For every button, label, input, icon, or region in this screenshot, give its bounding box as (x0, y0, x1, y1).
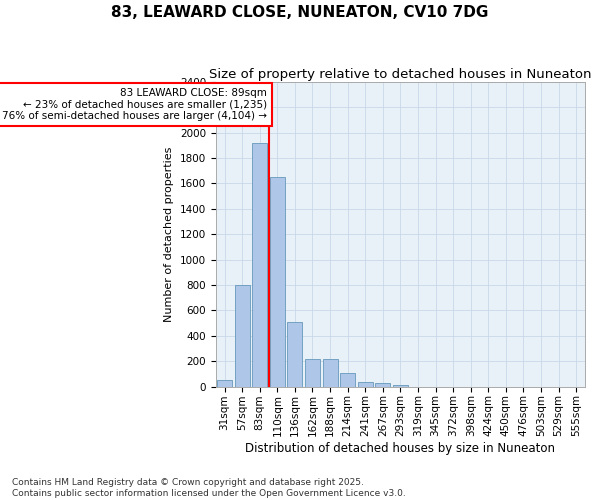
Bar (235, 285, 250, 386)
Y-axis label: Number of detached properties: Number of detached properties (164, 146, 174, 322)
Bar (305, 358, 320, 386)
Bar (376, 383, 390, 386)
Bar (323, 358, 338, 386)
Bar (358, 382, 373, 386)
Bar (340, 374, 355, 386)
Text: 83, LEAWARD CLOSE, NUNEATON, CV10 7DG: 83, LEAWARD CLOSE, NUNEATON, CV10 7DG (112, 5, 488, 20)
Text: 83 LEAWARD CLOSE: 89sqm
← 23% of detached houses are smaller (1,235)
76% of semi: 83 LEAWARD CLOSE: 89sqm ← 23% of detache… (2, 88, 267, 121)
Bar (270, 177, 285, 386)
Bar (287, 322, 302, 386)
Bar (252, 142, 267, 386)
Bar (217, 380, 232, 386)
Text: Contains HM Land Registry data © Crown copyright and database right 2025.
Contai: Contains HM Land Registry data © Crown c… (12, 478, 406, 498)
X-axis label: Distribution of detached houses by size in Nuneaton: Distribution of detached houses by size … (245, 442, 556, 455)
Title: Size of property relative to detached houses in Nuneaton: Size of property relative to detached ho… (209, 68, 592, 80)
